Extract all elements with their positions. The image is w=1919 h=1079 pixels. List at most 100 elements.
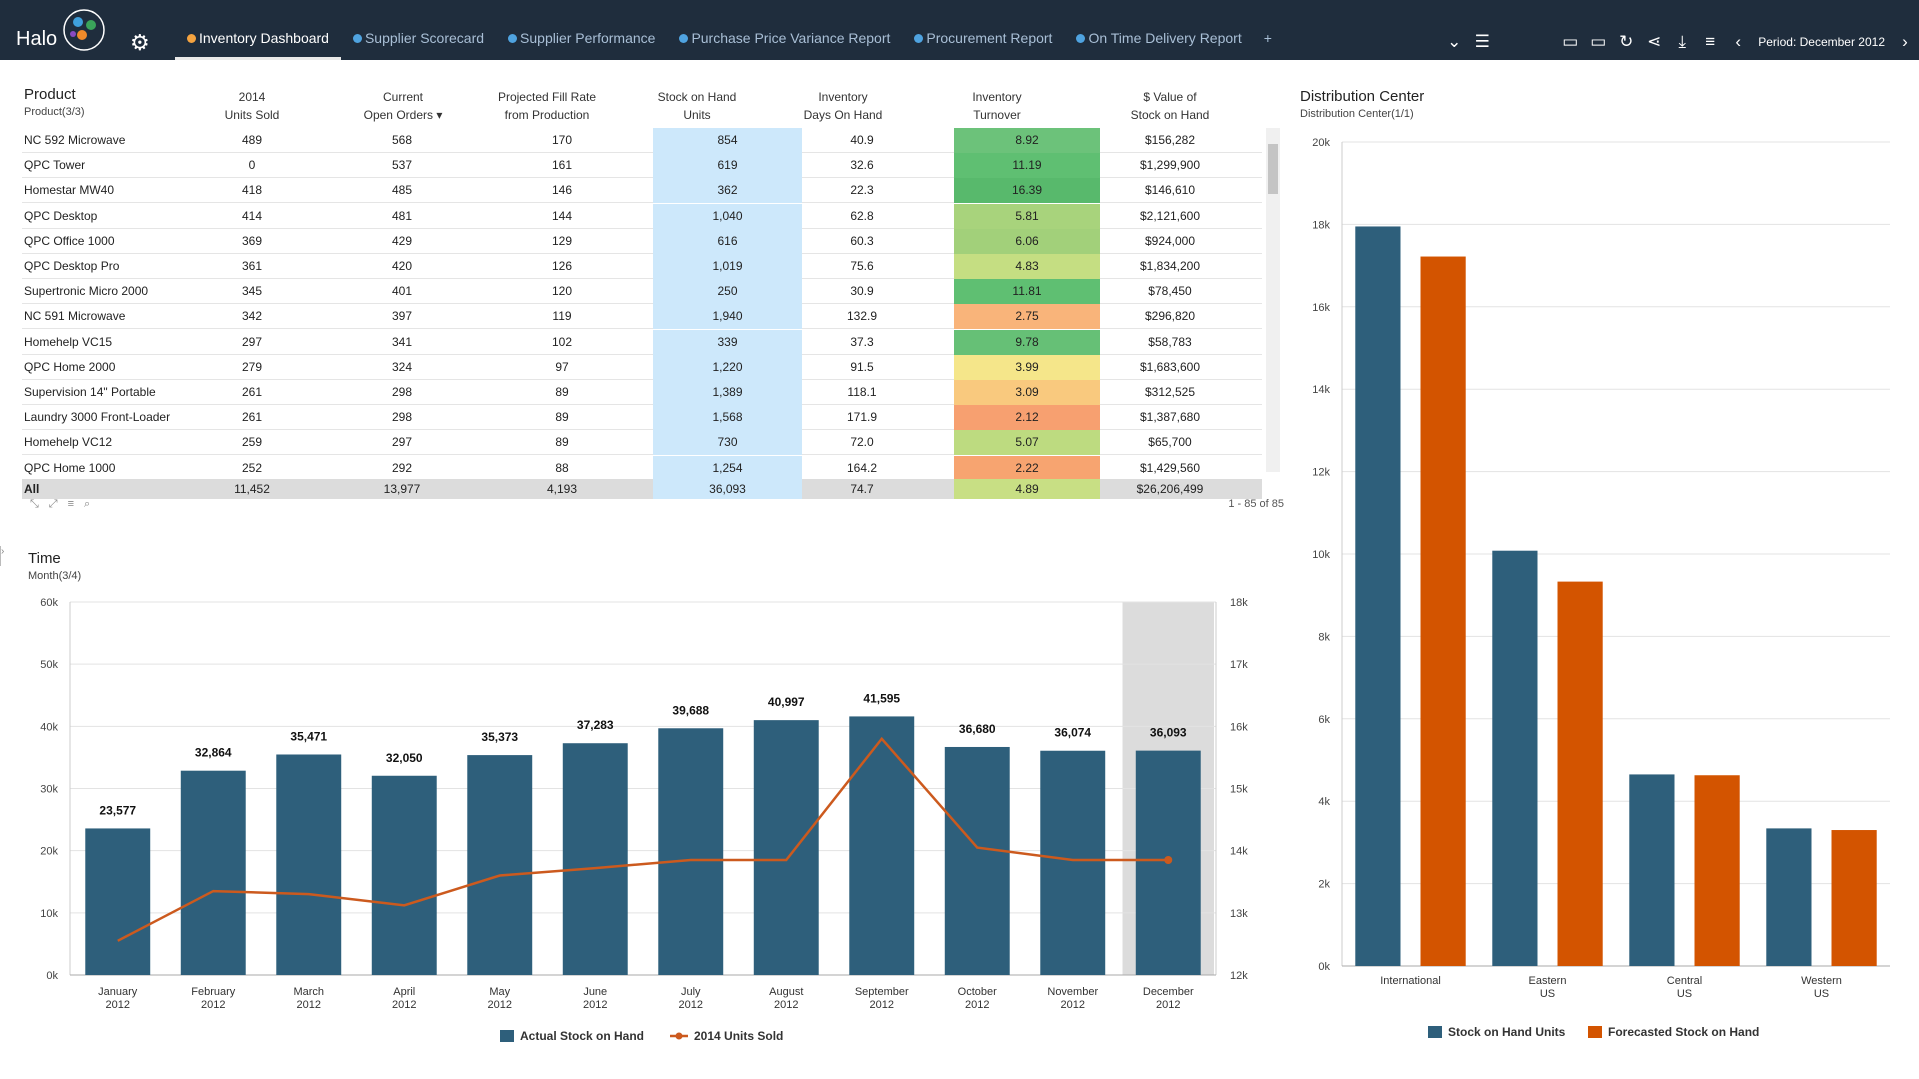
tab-supplier-scorecard[interactable]: Supplier Scorecard	[341, 30, 496, 60]
refresh-icon[interactable]: ↻	[1619, 32, 1634, 51]
cell-units: 259	[241, 435, 263, 450]
bar-forecasted-stock-on-hand[interactable]	[1557, 581, 1603, 966]
share-icon[interactable]: ⋖	[1647, 32, 1662, 51]
grid-column-header[interactable]: Inventory Days On Hand	[763, 88, 923, 124]
table-row[interactable]: Supertronic Micro 2000 345 401 120 250 30.9 11…	[22, 279, 1262, 305]
table-row[interactable]: NC 591 Microwave 342 397 119 1,940 132.9 2.75 $…	[22, 304, 1262, 330]
x-tick-label: US	[1540, 988, 1555, 1000]
download-icon[interactable]: ⤓	[1678, 32, 1686, 51]
logo-text: Halo	[16, 28, 58, 50]
bar-stock-on-hand[interactable]	[1040, 750, 1106, 975]
halo-logo[interactable]: Halo	[16, 8, 106, 54]
list-icon[interactable]: ≡	[1705, 32, 1716, 51]
legend-label-stock[interactable]: Actual Stock on Hand	[520, 1029, 644, 1043]
bar-stock-on-hand[interactable]	[467, 755, 533, 975]
table-row[interactable]: Homehelp VC15 297 341 102 339 37.3 9.78 $58,783	[22, 329, 1262, 355]
tab-on-time-delivery-report[interactable]: On Time Delivery Report	[1064, 30, 1253, 60]
line-units-sold[interactable]	[117, 736, 1169, 942]
cell-fill: 89	[555, 385, 569, 399]
period-label[interactable]: Period: December 2012	[1758, 35, 1885, 49]
chevron-right-icon[interactable]: ›	[1902, 32, 1908, 51]
legend-label-units[interactable]: 2014 Units Sold	[694, 1029, 783, 1043]
cell-name: QPC Office 1000	[24, 233, 115, 248]
cell-units: 261	[241, 385, 263, 399]
bar-stock-on-hand[interactable]	[658, 728, 724, 975]
table-row[interactable]: Supervision 14" Portable 261 298 89 1,389 118…	[22, 380, 1262, 405]
cell-turnover: 2.22	[954, 455, 1100, 481]
scroll-thumb[interactable]	[1268, 144, 1278, 194]
y-left-tick-label: 30k	[40, 784, 58, 796]
header-line1: Inventory	[972, 90, 1022, 104]
bar-stock-on-hand[interactable]	[371, 775, 437, 975]
cell-value: $2,121,600	[1139, 208, 1201, 223]
tab-purchase-price-variance-report[interactable]: Purchase Price Variance Report	[667, 30, 902, 60]
toolbar-right: ⌄ ☰ ▭ ▭ ↻ ⋖ ⤓ ≡ ‹ Period: December 2012 …	[1440, 30, 1919, 54]
tab-procurement-report[interactable]: Procurement Report	[902, 30, 1064, 60]
cell-days: 91.5	[850, 359, 874, 374]
panel-collapse-handle[interactable]: ›	[0, 546, 6, 566]
cell-orders: 297	[391, 435, 413, 450]
grid-subtitle[interactable]: Product(3/3)	[24, 106, 85, 118]
grid-tool-icons[interactable]: ⤡⤢≡⌕	[30, 498, 101, 510]
bar-forecasted-stock-on-hand[interactable]	[1420, 256, 1466, 966]
table-row[interactable]: QPC Desktop Pro 361 420 126 1,019 75.6 4.83 $1,…	[22, 254, 1262, 279]
y-left-tick-label: 40k	[40, 721, 58, 733]
table-row[interactable]: QPC Tower 0 537 161 619 32.6 11.19 $1,299,900	[22, 153, 1262, 179]
bar-stock-on-hand-units[interactable]	[1492, 550, 1538, 966]
bar-stock-on-hand-units[interactable]	[1629, 774, 1675, 966]
bar-stock-on-hand-units[interactable]	[1355, 226, 1401, 967]
menu-icon[interactable]: ☰	[1474, 32, 1490, 51]
bar-stock-on-hand[interactable]	[753, 720, 819, 975]
tab-supplier-performance[interactable]: Supplier Performance	[496, 30, 667, 60]
cell-turnover: 9.78	[954, 329, 1100, 355]
bar-stock-on-hand[interactable]	[276, 754, 342, 975]
bar-stock-on-hand[interactable]	[562, 743, 628, 975]
save-as-icon[interactable]: ▭	[1590, 32, 1607, 51]
table-row[interactable]: Homehelp VC12 259 297 89 730 72.0 5.07 $65,700	[22, 430, 1262, 456]
y-tick-label: 0k	[1318, 961, 1330, 973]
bar-stock-on-hand[interactable]	[944, 746, 1010, 975]
grid-column-header[interactable]: $ Value of Stock on Hand	[1090, 88, 1250, 124]
table-row[interactable]: QPC Desktop 414 481 144 1,040 62.8 5.81 $2,121,…	[22, 203, 1262, 229]
table-row[interactable]: QPC Office 1000 369 429 129 616 60.3 6.06 $924,…	[22, 228, 1262, 254]
table-row[interactable]: Laundry 3000 Front-Loader 261 298 89 1,568 17…	[22, 405, 1262, 431]
y-tick-label: 14k	[1312, 384, 1330, 396]
cell-name: All	[24, 481, 40, 496]
bar-stock-on-hand[interactable]	[849, 716, 915, 975]
cell-units: 252	[241, 460, 263, 475]
grid-column-header[interactable]: Stock on Hand Units	[617, 88, 777, 124]
bar-forecasted-stock-on-hand[interactable]	[1831, 830, 1877, 966]
time-chart-subtitle[interactable]: Month(3/4)	[28, 570, 82, 582]
add-tab-button[interactable]: +	[1263, 30, 1272, 46]
table-row[interactable]: QPC Home 1000 252 292 88 1,254 164.2 2.22 $1,42…	[22, 455, 1262, 481]
grid-column-header[interactable]: Projected Fill Rate from Production	[467, 88, 627, 124]
cell-name: QPC Desktop	[24, 208, 98, 223]
grid-column-header[interactable]: 2014 Units Sold	[172, 88, 332, 124]
tab-inventory-dashboard[interactable]: Inventory Dashboard	[175, 30, 341, 60]
cell-fill: 126	[551, 259, 573, 273]
bar-stock-on-hand[interactable]	[85, 828, 151, 975]
table-row[interactable]: Homestar MW40 418 485 146 362 22.3 16.39 $146,6…	[22, 178, 1262, 204]
cell-orders: 292	[391, 460, 413, 475]
chevron-left-icon[interactable]: ‹	[1735, 32, 1742, 51]
bar-stock-on-hand-units[interactable]	[1766, 828, 1812, 966]
gear-icon[interactable]: ⚙	[130, 30, 150, 55]
bar-forecasted-stock-on-hand[interactable]	[1694, 775, 1740, 966]
dist-chart-subtitle[interactable]: Distribution Center(1/1)	[1300, 108, 1414, 120]
cell-fill: 89	[555, 435, 569, 450]
grid-total-row[interactable]: All 11,452 13,977 4,193 36,093 74.7 4.89 $26,20…	[22, 478, 1262, 499]
grid-scrollbar[interactable]	[1266, 128, 1280, 472]
table-row[interactable]: QPC Home 2000 279 324 97 1,220 91.5 3.99 $1,683…	[22, 354, 1262, 380]
chevron-down-icon[interactable]: ⌄	[1447, 32, 1462, 51]
bar-stock-on-hand[interactable]	[180, 770, 246, 975]
cell-units: 279	[241, 359, 263, 374]
bar-data-label: 36,680	[959, 722, 996, 736]
table-row[interactable]: NC 592 Microwave 489 568 170 854 40.9 8.92 $156…	[22, 128, 1262, 153]
legend-label-stock[interactable]: Stock on Hand Units	[1448, 1025, 1566, 1039]
grid-column-header[interactable]: Inventory Turnover	[917, 88, 1077, 124]
legend-label-forecast[interactable]: Forecasted Stock on Hand	[1608, 1025, 1759, 1039]
cell-turnover: 11.19	[954, 153, 1100, 179]
grid-column-header[interactable]: Current Open Orders ▾	[323, 88, 483, 124]
header-line2: Days On Hand	[803, 108, 883, 122]
save-icon[interactable]: ▭	[1562, 32, 1579, 51]
